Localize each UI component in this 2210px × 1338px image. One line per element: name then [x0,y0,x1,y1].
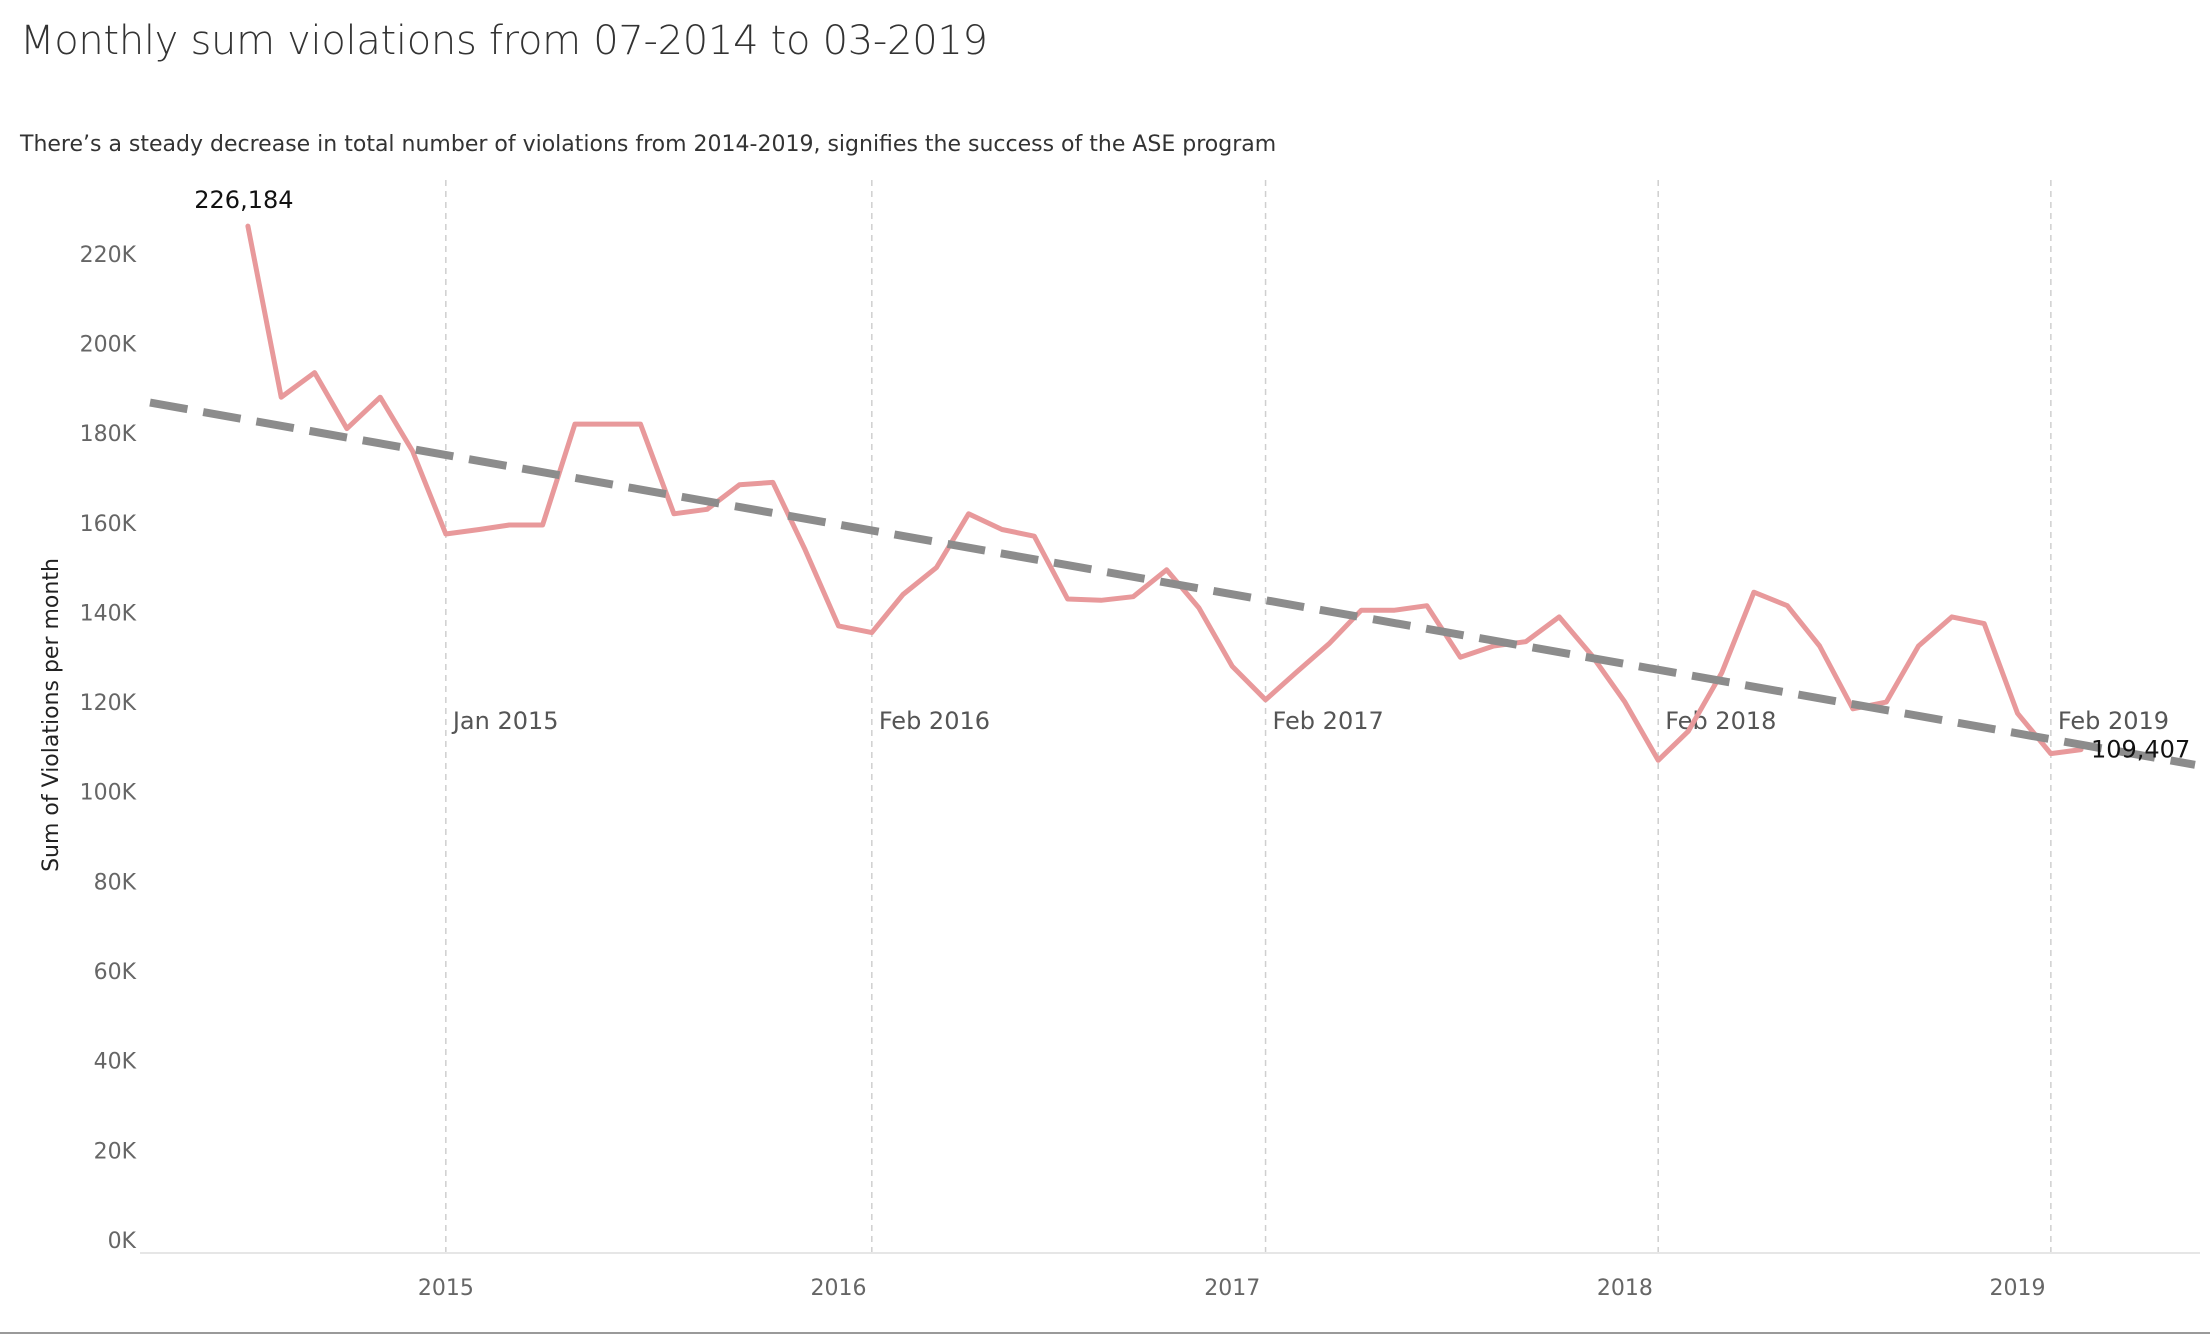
y-tick-label: 80K [94,870,137,895]
data-points [245,224,2083,763]
y-tick-label: 180K [80,422,137,447]
x-tick-label: 2015 [418,1276,474,1301]
y-tick-label: 200K [80,332,137,357]
data-point [1850,706,1855,711]
data-point [901,592,906,597]
y-tick-label: 60K [94,960,137,985]
data-point [1949,614,1954,619]
data-point [1263,697,1268,702]
data-point [1751,590,1756,595]
chart-subtitle: There’s a steady decrease in total numbe… [20,132,1277,157]
data-point [999,527,1004,532]
violations-series-line [245,223,2084,763]
data-point [378,395,383,400]
data-point [1196,605,1201,610]
data-point [1982,621,1987,626]
data-point [737,482,742,487]
y-tick-label: 220K [80,243,137,268]
data-point [1589,653,1594,658]
data-point [803,547,808,552]
data-point [344,426,349,431]
bottom-divider [0,1332,2210,1334]
data-point [1785,603,1790,608]
y-tick-label: 140K [80,601,137,626]
y-tick-label: 20K [94,1139,137,1164]
data-point [312,370,317,375]
data-point [572,422,577,427]
data-point [2048,751,2053,756]
data-point [279,395,284,400]
y-tick-label: 100K [80,781,137,806]
data-point [671,511,676,516]
data-point [507,523,512,528]
x-tick-label: 2019 [1990,1276,2046,1301]
data-point [1032,534,1037,539]
y-tick-label: 40K [94,1050,137,1075]
data-point [2015,711,2020,716]
data-label: 109,407 [2091,736,2190,764]
y-axis-label: Sum of Violations per month [39,558,64,872]
data-point [1098,598,1103,603]
data-labels: 226,184 109,407 [194,186,2190,763]
data-point [966,511,971,516]
reference-line-label: Feb 2017 [1273,707,1384,735]
x-tick-label: 2016 [810,1276,866,1301]
data-point [1884,700,1889,705]
data-point [1131,594,1136,599]
data-point [1656,758,1661,763]
x-tick-label: 2018 [1597,1276,1653,1301]
x-tick-label: 2017 [1204,1276,1260,1301]
data-point [638,422,643,427]
data-point [1458,655,1463,660]
data-point [1359,608,1364,613]
data-point [410,449,415,454]
reference-line-label: Feb 2019 [2058,707,2169,735]
data-label: 226,184 [194,186,293,214]
data-point [1622,700,1627,705]
reference-line-label: Feb 2018 [1665,707,1776,735]
data-point [443,531,448,536]
data-point [869,630,874,635]
data-point [606,422,611,427]
data-point [836,623,841,628]
x-axis: 2015 2016 2017 2018 2019 [418,1276,2046,1301]
data-point [1719,670,1724,675]
y-tick-label: 0K [108,1229,137,1254]
y-tick-label: 160K [80,512,137,537]
data-point [477,527,482,532]
reference-line-label: Jan 2015 [451,707,559,735]
data-point [1293,670,1298,675]
data-point [245,224,250,229]
data-point [1491,644,1496,649]
data-point [540,523,545,528]
data-point [934,565,939,570]
data-point [1686,729,1691,734]
data-point [705,507,710,512]
reference-line-label: Feb 2016 [879,707,990,735]
data-point [1424,603,1429,608]
data-point [1392,608,1397,613]
reference-lines: Jan 2015 Feb 2016 Feb 2017 Feb 2018 Feb 2019 [445,180,2169,1252]
data-point [1164,567,1169,572]
data-point [1523,639,1528,644]
chart-title: Monthly sum violations from 07-2014 to 0… [20,18,988,64]
data-point [1817,644,1822,649]
y-tick-label: 120K [80,691,137,716]
data-point [1327,641,1332,646]
data-point [2078,747,2083,752]
data-point [1065,596,1070,601]
data-point [1916,644,1921,649]
data-point [1230,664,1235,669]
data-point [1557,614,1562,619]
y-axis: 0K 20K 40K 60K 80K 100K 120K 140K 160K 180K 200K 22… [80,243,137,1254]
data-point [770,480,775,485]
trend-line [149,398,2196,769]
